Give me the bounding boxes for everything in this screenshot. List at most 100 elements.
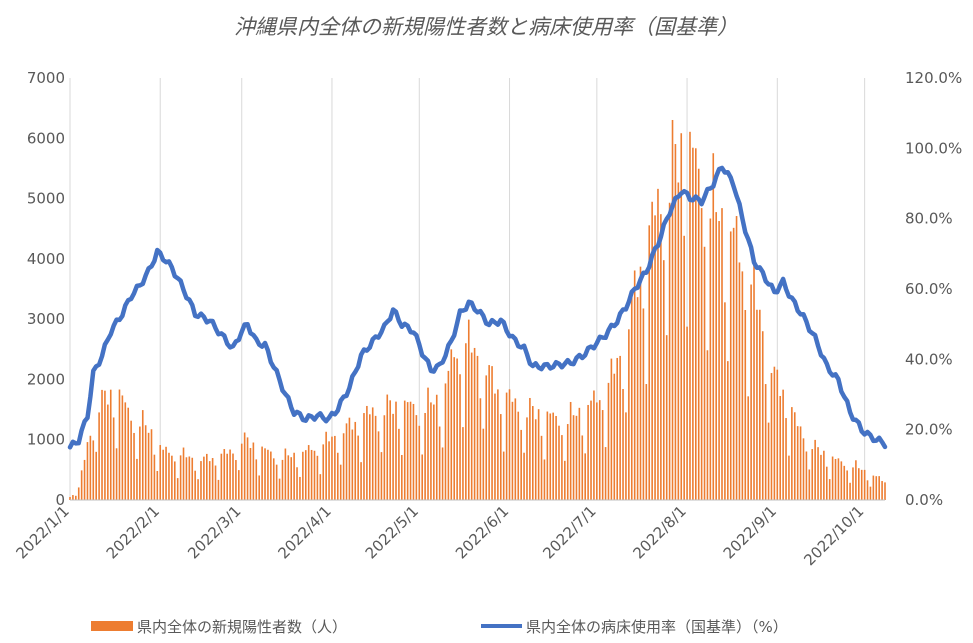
bar-new-cases [336,452,339,500]
bar-new-cases [875,476,878,500]
bar-new-cases [270,451,272,500]
bar-new-cases [377,431,380,500]
bar-new-cases [814,439,816,500]
bar-new-cases [380,452,383,500]
bar-new-cases [179,455,182,500]
x-tick-label: 2022/9/1 [720,502,780,562]
bar-new-cases [95,451,97,500]
bar-new-cases [415,415,418,500]
bar-new-cases [526,417,528,500]
bar-new-cases [162,449,164,500]
y-right-tick-label: 120.0% [905,69,962,87]
bar-new-cases [791,407,793,500]
bar-new-cases [540,435,543,500]
bar-new-cases [176,478,179,500]
bar-new-cases [796,426,799,500]
y-left-tick-label: 0 [55,491,65,509]
bar-new-cases [648,225,651,500]
bar-new-cases [150,429,153,500]
bar-new-cases [453,357,456,500]
bar-new-cases [124,402,127,500]
line-bed-occupancy [67,165,888,450]
bar-new-cases [581,435,584,500]
bar-new-cases [578,407,581,500]
bar-new-cases [820,454,822,500]
bar-new-cases [465,343,467,500]
y-left-tick-label: 6000 [27,129,65,147]
bar-new-cases [770,372,773,500]
bar-new-cases [173,461,176,500]
bar-new-cases [232,453,234,500]
bar-new-cases [479,398,482,500]
bar-new-cases [467,319,470,500]
y-right-tick-label: 100.0% [905,139,962,157]
bar-new-cases [235,460,237,500]
bar-new-cases [299,476,301,500]
line-layer [67,165,888,450]
bar-new-cases [817,447,819,500]
bar-new-cases [406,402,409,500]
legend: 県内全体の新規陽性者数（人） 県内全体の病床使用率（国基準）（%） [91,618,788,636]
bar-new-cases [369,414,371,500]
y-right-tick-label: 0.0% [905,491,943,509]
bar-new-cases [165,446,167,500]
x-tick-label: 2022/8/1 [630,502,690,562]
bar-new-cases [104,390,106,500]
bar-new-cases [168,452,170,500]
bar-new-cases [753,260,755,500]
bar-new-cases [450,349,453,500]
bar-new-cases [182,447,185,500]
bar-new-cases [194,470,196,500]
bar-new-cases [566,424,569,500]
legend-label-bed-rate: 県内全体の病床使用率（国基準）（%） [526,618,788,636]
bar-new-cases [596,402,598,500]
bar-new-cases [435,394,438,500]
bar-new-cases [185,457,188,500]
bar-new-cases [727,361,729,500]
bar-new-cases [593,390,595,500]
bar-new-cases [409,401,412,500]
bar-new-cases [793,412,796,500]
bar-new-cases [738,262,741,500]
bar-new-cases [171,455,173,500]
bar-new-cases [808,469,811,500]
bar-new-cases [424,412,426,500]
bar-new-cases [715,212,717,500]
bar-new-cases [767,422,770,500]
bar-new-cases [840,461,843,500]
bar-new-cases [741,271,744,500]
legend-swatch-cases [91,621,133,631]
bar-new-cases [700,208,703,501]
bar-new-cases [441,447,444,500]
bar-new-cases [430,402,432,500]
bar-new-cases [852,467,854,500]
bar-new-cases [642,308,645,500]
bar-new-cases [473,347,476,500]
bar-new-cases [825,466,828,500]
bar-new-cases [476,355,479,500]
bar-new-cases [601,410,604,500]
y-left-tick-label: 4000 [27,250,65,268]
bar-new-cases [206,453,208,500]
bar-new-cases [290,457,293,500]
y-left-tick-label: 2000 [27,370,65,388]
bar-new-cases [197,479,199,500]
bar-new-cases [136,458,138,500]
bar-new-cases [881,481,883,500]
bar-new-cases [677,182,680,500]
bar-new-cases [683,235,685,500]
bar-new-cases [386,394,389,500]
bar-new-cases [371,407,374,500]
bar-new-cases [83,459,86,500]
bar-new-cases [598,400,601,500]
bar-new-cases [200,461,202,500]
bar-new-cases [403,400,406,500]
bar-new-cases [776,369,779,500]
chart-title: 沖縄県内全体の新規陽性者数と病床使用率（国基準） [234,15,738,39]
bar-new-cases [278,478,281,500]
bar-new-cases [418,425,421,500]
bar-new-cases [147,432,150,500]
bar-new-cases [674,144,677,500]
bar-new-cases [107,404,109,500]
